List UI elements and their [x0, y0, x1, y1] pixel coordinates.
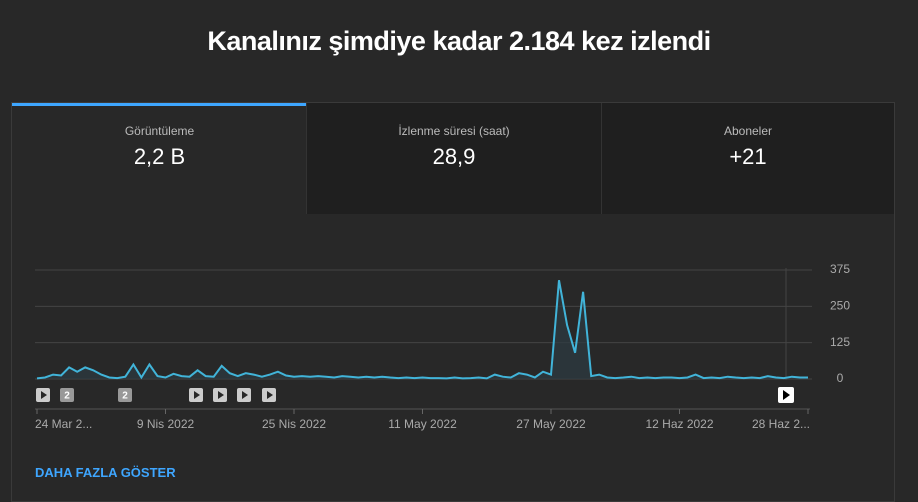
x-tick-label: 27 May 2022	[516, 417, 586, 431]
marker-label: 2	[64, 391, 70, 402]
page-title: Kanalınız şimdiye kadar 2.184 kez izlend…	[207, 26, 711, 56]
tab-label: Aboneler	[723, 124, 773, 138]
play-glyph	[783, 390, 790, 400]
tab-value: +21	[729, 144, 767, 169]
play-glyph	[194, 391, 200, 399]
x-tick-label: 9 Nis 2022	[137, 417, 195, 431]
x-tick-label: 11 May 2022	[388, 417, 457, 431]
group-icon[interactable]	[60, 388, 74, 402]
tab-value: 2,2 B	[133, 144, 186, 169]
event-icons	[36, 387, 794, 403]
play-glyph	[218, 391, 224, 399]
y-tick-label: 250	[830, 299, 850, 313]
play-glyph	[267, 391, 273, 399]
x-tick-label: 28 Haz 2...	[752, 417, 810, 431]
tab-label: İzlenme süresi (saat)	[398, 124, 510, 138]
y-tick-label: 125	[830, 335, 850, 349]
play-glyph	[242, 391, 248, 399]
analytics-card: Görüntüleme 2,2 B İzlenme süresi (saat) 28…	[11, 102, 895, 502]
y-tick-label: 0	[837, 371, 844, 385]
tab[interactable]: İzlenme süresi (saat) 28,9	[306, 103, 601, 214]
y-tick-label: 375	[830, 262, 850, 276]
tab[interactable]: Aboneler +21	[601, 103, 894, 214]
play-glyph	[41, 391, 47, 399]
show-more-link[interactable]: DAHA FAZLA GÖSTER	[35, 465, 176, 480]
tab[interactable]: Görüntüleme 2,2 B	[12, 103, 307, 214]
tab-value: 28,9	[432, 144, 476, 169]
x-tick-label: 25 Nis 2022	[262, 417, 326, 431]
marker-label: 2	[122, 391, 128, 402]
area	[37, 280, 808, 379]
x-tick-label: 24 Mar 2...	[35, 417, 92, 431]
line	[36, 280, 808, 380]
x-tick-label: 12 Haz 2022	[645, 417, 713, 431]
group-icon[interactable]	[118, 388, 132, 402]
tab-label: Görüntüleme	[124, 124, 195, 138]
